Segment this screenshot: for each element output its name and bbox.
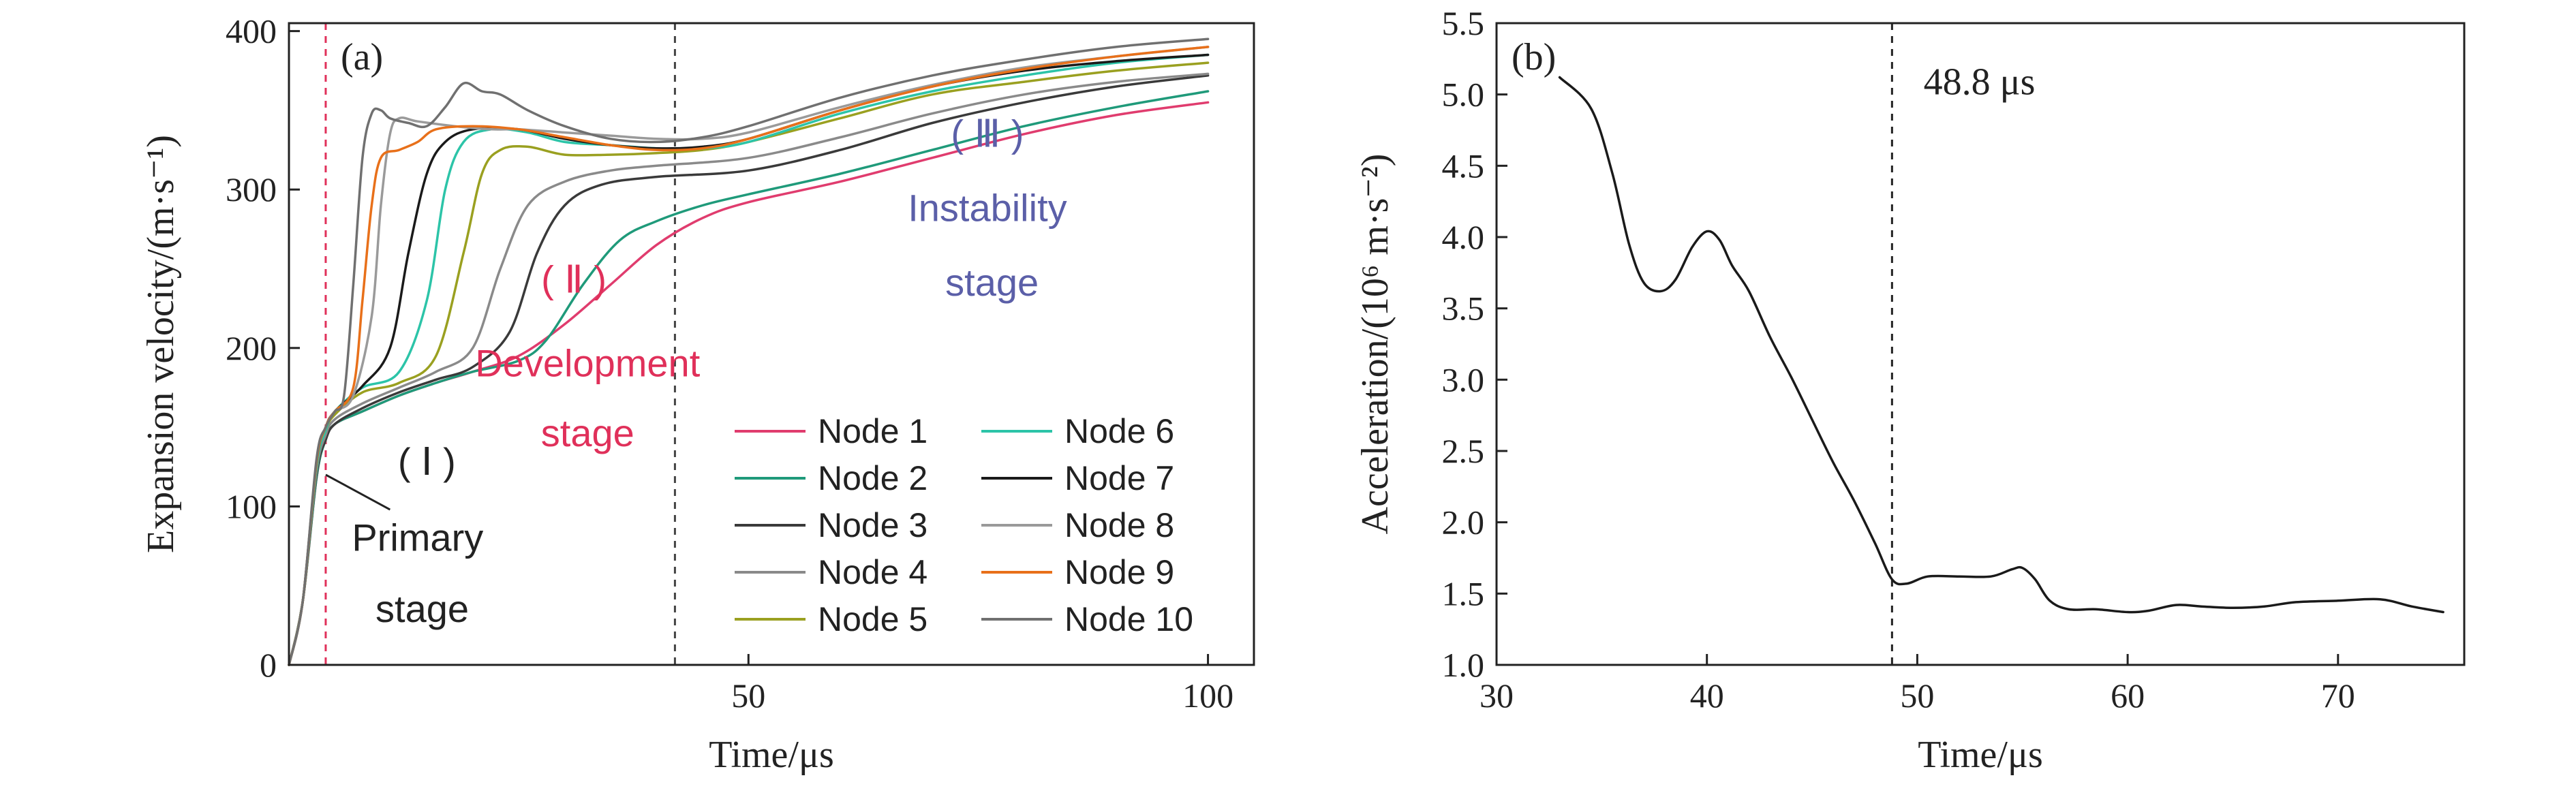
y-tick-label: 4.0 bbox=[1442, 218, 1485, 256]
x-tick-label: 30 bbox=[1479, 676, 1514, 715]
panel-b-frame bbox=[1495, 22, 2466, 666]
x-tick-label: 70 bbox=[2321, 676, 2355, 715]
stage-annotations: ( Ⅰ ) Primary stage ( Ⅱ ) Development stage ( … bbox=[352, 112, 1067, 630]
primary-stage-pointer-line bbox=[325, 473, 391, 511]
legend-entry-node-1: Node 1 bbox=[818, 412, 927, 450]
legend-entry-node-7: Node 7 bbox=[1064, 459, 1174, 497]
y-tick-label: 100 bbox=[226, 487, 277, 525]
panel-b-x-ticks: 30 40 50 60 70 bbox=[1479, 654, 2355, 715]
legend-entry-node-4: Node 4 bbox=[818, 553, 927, 591]
series-line-3 bbox=[288, 74, 1210, 666]
legend-entry-node-5: Node 5 bbox=[818, 600, 927, 638]
node-legend: Node 1 Node 2 Node 3 Node 4 Node 5 Node 6 Node… bbox=[735, 412, 1193, 638]
panel-b-x-axis-label: Time/μs bbox=[1918, 734, 2043, 776]
y-tick-label: 5.5 bbox=[1442, 4, 1485, 42]
x-tick-label: 50 bbox=[1900, 676, 1934, 715]
panel-a-label: (a) bbox=[341, 36, 383, 78]
annotation-stage3-num: ( Ⅲ ) bbox=[951, 112, 1024, 155]
annotation-stage3-a: Instability bbox=[908, 187, 1067, 230]
panel-b-label: (b) bbox=[1512, 36, 1556, 78]
panel-a-x-ticks: 50 100 bbox=[731, 654, 1233, 715]
annotation-stage3-b: stage bbox=[945, 261, 1039, 304]
y-tick-label: 1.0 bbox=[1442, 646, 1485, 684]
legend-entry-node-8: Node 8 bbox=[1064, 506, 1174, 544]
y-tick-label: 2.5 bbox=[1442, 432, 1485, 470]
legend-entry-node-9: Node 9 bbox=[1064, 553, 1174, 591]
legend-entry-node-3: Node 3 bbox=[818, 506, 927, 544]
panel-a-x-axis-label: Time/μs bbox=[709, 734, 834, 776]
x-tick-label: 100 bbox=[1182, 676, 1233, 715]
panel-a-expansion-velocity-chart: 50 100 0 100 200 300 400 Time/μs Expansion ve… bbox=[140, 12, 1255, 776]
y-tick-label: 300 bbox=[226, 170, 277, 208]
y-tick-label: 4.5 bbox=[1442, 146, 1485, 185]
series-line-10 bbox=[288, 37, 1210, 666]
time-marker-annotation: 48.8 μs bbox=[1924, 61, 2036, 104]
x-tick-label: 60 bbox=[2111, 676, 2145, 715]
y-tick-label: 3.0 bbox=[1442, 360, 1485, 399]
panel-b-y-axis-label: Acceleration/(10⁶ m·s⁻²) bbox=[1354, 154, 1396, 535]
annotation-stage1-a: Primary bbox=[352, 516, 483, 559]
x-tick-label: 40 bbox=[1690, 676, 1724, 715]
panel-a-y-axis-label: Expansion velocity/(m·s⁻¹) bbox=[140, 135, 182, 553]
y-tick-label: 0 bbox=[260, 646, 277, 684]
panel-a-frame bbox=[288, 22, 1255, 666]
series-line-4 bbox=[288, 72, 1210, 666]
x-tick-label: 50 bbox=[731, 676, 765, 715]
annotation-stage2-a: Development bbox=[475, 342, 700, 385]
y-tick-label: 5.0 bbox=[1442, 76, 1485, 114]
annotation-stage2-num: ( Ⅱ ) bbox=[541, 258, 607, 300]
y-tick-label: 200 bbox=[226, 329, 277, 367]
annotation-b-time: 48.8 μs bbox=[1924, 61, 2036, 104]
acceleration-series-line bbox=[1558, 76, 2444, 614]
panel-b-acceleration-chart: 30 40 50 60 70 1.0 1.5 2.0 2.5 3.0 3.5 4.0 4.5 5.0 5.… bbox=[1354, 4, 2466, 776]
stage-divider-lines bbox=[324, 23, 676, 665]
panel-a-y-ticks: 0 100 200 300 400 bbox=[226, 12, 300, 684]
legend-entry-node-6: Node 6 bbox=[1064, 412, 1174, 450]
y-tick-label: 3.5 bbox=[1442, 290, 1485, 328]
annotation-stage1-num: ( Ⅰ ) bbox=[398, 440, 456, 483]
node-series-lines bbox=[288, 37, 1210, 666]
y-tick-label: 1.5 bbox=[1442, 574, 1485, 612]
y-tick-label: 400 bbox=[226, 12, 277, 50]
annotation-stage2-b: stage bbox=[541, 411, 634, 454]
legend-entry-node-2: Node 2 bbox=[818, 459, 927, 497]
primary-stage-pointer bbox=[325, 473, 391, 511]
series-line-1 bbox=[1558, 76, 2444, 614]
y-tick-label: 2.0 bbox=[1442, 503, 1485, 542]
panel-b-y-ticks: 1.0 1.5 2.0 2.5 3.0 3.5 4.0 4.5 5.0 5.5 bbox=[1442, 4, 1507, 684]
legend-entry-node-10: Node 10 bbox=[1064, 600, 1193, 638]
annotation-stage1-b: stage bbox=[375, 587, 469, 630]
